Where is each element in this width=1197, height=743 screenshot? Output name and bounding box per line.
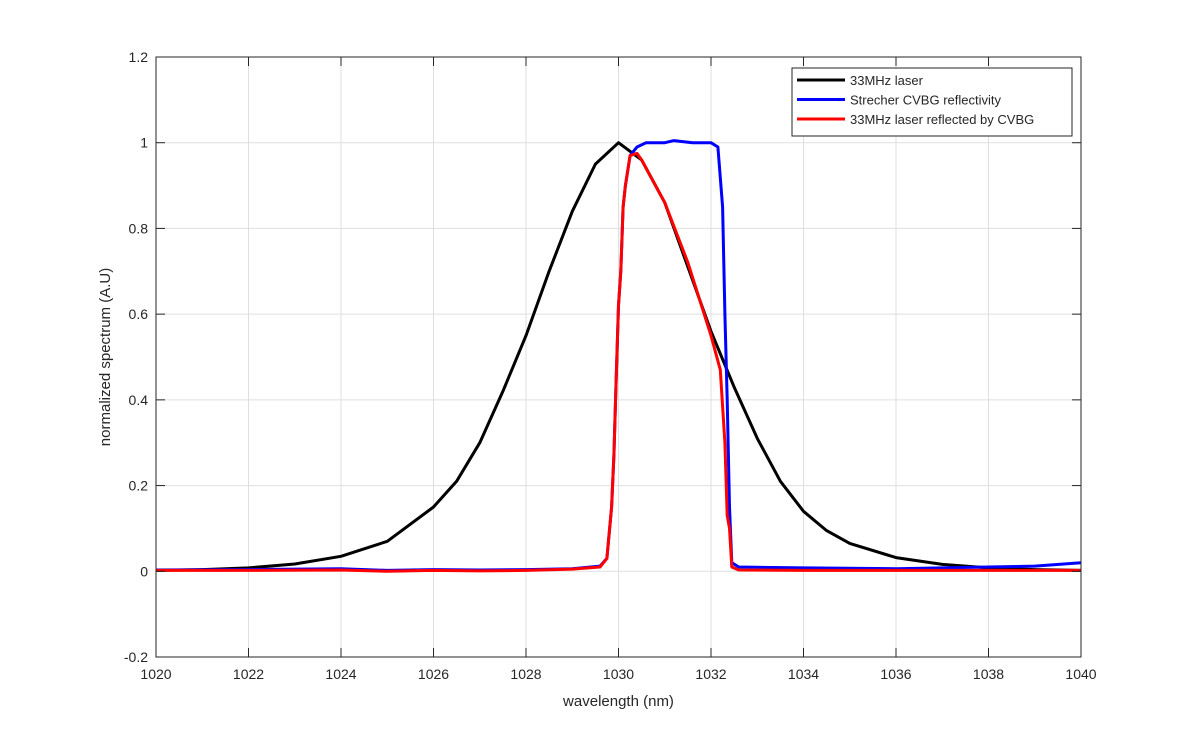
x-tick-label: 1030	[603, 666, 634, 682]
ticks: 1020 1022 1024 1026 1028 1030 1032 1034 1036 1038…	[124, 49, 1097, 682]
x-tick-label: 1020	[140, 666, 171, 682]
y-tick-label: -0.2	[124, 649, 148, 665]
x-tick-label: 1022	[233, 666, 264, 682]
legend-entry-1: 33MHz laser	[850, 73, 924, 88]
x-tick-label: 1036	[880, 666, 911, 682]
series-line-1	[155, 141, 1082, 572]
x-tick-label: 1040	[1065, 666, 1096, 682]
x-tick-label: 1026	[418, 666, 449, 682]
x-axis-label: wavelength (nm)	[562, 693, 674, 710]
y-tick-label: 0.2	[129, 478, 149, 494]
x-tick-label: 1028	[510, 666, 541, 682]
series-line-3	[156, 151, 1081, 573]
y-tick-label: 0.6	[129, 306, 149, 322]
y-tick-label: 1.2	[129, 49, 149, 65]
x-tick-label: 1034	[788, 666, 819, 682]
y-tick-label: 0	[140, 563, 148, 579]
y-tick-label: 0.8	[129, 220, 149, 236]
series-lines	[155, 139, 1082, 573]
legend-entry-2: Strecher CVBG reflectivity	[850, 93, 1001, 108]
y-tick-label: 1	[140, 135, 148, 151]
y-axis-label: normalized spectrum (A.U)	[97, 268, 114, 446]
y-tick-label: 0.4	[129, 392, 149, 408]
x-tick-label: 1038	[973, 666, 1004, 682]
x-tick-label: 1032	[695, 666, 726, 682]
x-tick-label: 1024	[325, 666, 356, 682]
legend-entry-3: 33MHz laser reflected by CVBG	[850, 112, 1034, 127]
legend: 33MHz laser Strecher CVBG reflectivity 33M…	[791, 67, 1073, 137]
